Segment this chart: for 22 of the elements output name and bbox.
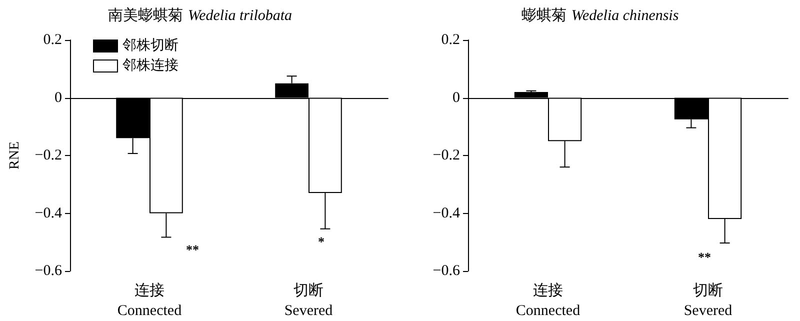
y-tick-label: 0 [54,90,62,106]
y-tick-label: −0.2 [432,148,460,164]
y-tick-label: −0.4 [34,205,62,222]
y-axis-title: RNE [8,142,22,170]
annotation: * [318,234,324,249]
annotation: ** [186,242,199,257]
x-tick-label: 连接 Connected [516,282,581,319]
y-tick-label: −0.6 [34,263,62,279]
x-tick-label: 切断 Severed [284,282,334,319]
legend-label: 邻株切断 [122,38,178,54]
y-tick-label: 0.2 [43,32,62,48]
x-tick-label: 连接 Connected [117,282,182,319]
y-tick-label: −0.6 [432,263,460,279]
legend-label: 邻株连接 [122,58,178,74]
y-tick-label: −0.2 [34,148,62,164]
y-tick-label: 0.2 [441,32,460,48]
y-tick-label: −0.4 [432,205,460,222]
annotation: ** [698,249,711,264]
chart-title: 南美蟛蜞菊 Wedelia trilobata [108,7,292,24]
x-tick-label: 切断 Severed [684,282,733,319]
chart-title: 蟛蜞菊 Wedelia chinensis [521,7,679,24]
y-tick-label: 0 [452,90,460,106]
